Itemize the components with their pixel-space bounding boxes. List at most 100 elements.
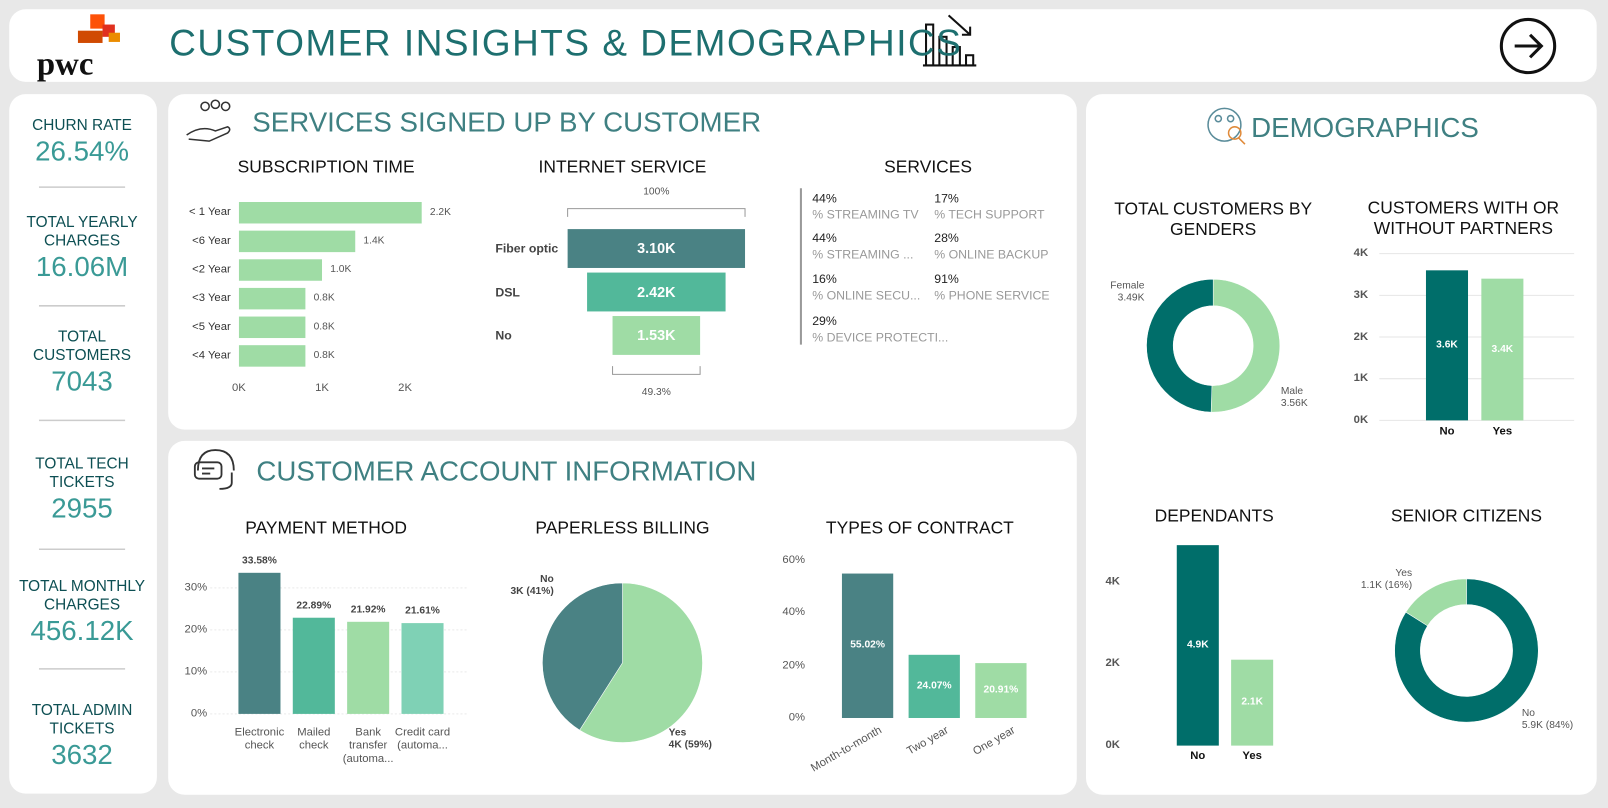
card-value: 29%: [812, 313, 837, 329]
bar: [1176, 545, 1219, 746]
bar: [238, 316, 306, 339]
kpi-label: TOTAL CUSTOMERS: [33, 328, 132, 365]
icon-part: [1207, 107, 1242, 142]
logo-text: pwc: [36, 44, 94, 82]
bar: [1231, 659, 1274, 746]
x-tick-label: Credit card (automa...: [394, 726, 451, 752]
chart-title: PAPERLESS BILLING: [535, 518, 710, 538]
slice-value: 3.49K: [1117, 292, 1145, 304]
y-tick-label: 4K: [1353, 246, 1369, 260]
bar: [841, 573, 894, 718]
chart-title: TYPES OF CONTRACT: [825, 518, 1014, 538]
card-value: 17%: [934, 191, 959, 206]
bar: [238, 201, 422, 224]
data-label: 2.1K: [1241, 696, 1263, 708]
slice-value: 1.1K (16%): [1360, 579, 1413, 592]
icon-part: [200, 101, 210, 112]
data-label: 21.61%: [405, 605, 440, 617]
y-tick-label: 2K: [1353, 330, 1369, 343]
funnel-bar: [567, 229, 746, 268]
card-label: % ONLINE BACKUP: [934, 247, 1049, 262]
bar: [908, 654, 960, 718]
funnel-bar: [587, 272, 726, 312]
pie-slice: [579, 582, 703, 743]
data-label: 3.4K: [1491, 343, 1514, 355]
icon-part: [1238, 137, 1246, 145]
card-value: 91%: [934, 271, 959, 287]
kpi-value: 2955: [51, 492, 113, 524]
kpi-label: TOTAL MONTHLY CHARGES: [19, 577, 145, 614]
chart-title: CUSTOMERS WITH OR WITHOUT PARTNERS: [1367, 198, 1560, 239]
card-title: SERVICES: [884, 157, 973, 177]
slice-label: Yes: [668, 727, 687, 739]
x-tick-label: Electronic check: [234, 726, 285, 752]
bar: [238, 230, 356, 253]
icon-part: [202, 467, 233, 490]
section-title: CUSTOMER ACCOUNT INFORMATION: [256, 455, 757, 487]
slice-value: 4K (59%): [668, 739, 712, 751]
kpi-label: TOTAL ADMIN TICKETS: [31, 701, 133, 738]
icon-bar: [951, 46, 961, 67]
card-label: % ONLINE SECU...: [812, 288, 921, 303]
bar: [238, 345, 306, 367]
card-value: 16%: [812, 271, 837, 287]
pie-slice: [1146, 278, 1214, 413]
demographics-icon: [1207, 107, 1246, 145]
data-label: 4.9K: [1186, 639, 1209, 651]
header-panel: [9, 9, 1597, 82]
chart-title: INTERNET SERVICE: [538, 157, 707, 177]
icon-bar: [925, 23, 935, 67]
funnel-top-label: 100%: [643, 186, 670, 198]
slice-value: 3K (41%): [510, 586, 554, 598]
y-tick-label: 60%: [782, 553, 806, 567]
card-label: % PHONE SERVICE: [934, 288, 1050, 303]
next-button[interactable]: [1499, 17, 1557, 75]
icon-bar: [938, 35, 948, 67]
account-icon: [193, 449, 235, 490]
data-label: 2.42K: [637, 283, 676, 300]
section-title: SERVICES SIGNED UP BY CUSTOMER: [252, 107, 762, 138]
data-label: 0.8K: [313, 349, 335, 362]
y-tick-label: 0%: [788, 711, 806, 724]
logo-block: [90, 14, 105, 29]
x-tick-label: 2K: [398, 381, 412, 395]
kpi-value: 3632: [51, 739, 113, 770]
slice-value: 3.56K: [1280, 397, 1308, 410]
pie-slice: [542, 582, 623, 731]
icon-part: [1226, 114, 1235, 123]
funnel-bracket: [567, 208, 746, 217]
data-label: 2.2K: [429, 206, 451, 218]
button-arrow[interactable]: [1514, 33, 1544, 59]
x-tick-label: Bank transfer (automa...: [342, 726, 394, 766]
bar: [401, 623, 444, 714]
data-label: 1.53K: [637, 326, 676, 344]
x-tick-label: Yes: [1492, 425, 1513, 438]
y-tick-label: 10%: [184, 665, 208, 678]
x-tick-label: 1K: [315, 381, 329, 395]
card-label: % DEVICE PROTECTI...: [812, 330, 949, 345]
x-tick-label: 0K: [232, 381, 246, 395]
kpi-label: TOTAL YEARLY CHARGES: [26, 213, 138, 250]
data-label: 0.8K: [313, 292, 335, 304]
data-label: 3.10K: [637, 239, 676, 257]
funnel-bottom-label: 49.3%: [641, 386, 671, 398]
data-label: 1.0K: [330, 263, 352, 276]
slice-label: Yes: [1395, 567, 1413, 579]
logo-block: [77, 30, 103, 43]
icon-arrow: [947, 14, 972, 36]
category-label: No: [495, 328, 512, 343]
y-tick-label: 0K: [1353, 413, 1369, 426]
y-tick-label: <5 Year: [192, 320, 231, 333]
data-label: 0.8K: [313, 321, 335, 333]
y-tick-label: 20%: [184, 623, 208, 636]
category-label: DSL: [495, 284, 520, 299]
y-tick-label: 40%: [782, 606, 806, 619]
pie-slice: [1394, 578, 1539, 723]
data-label: 21.92%: [350, 604, 386, 616]
slice-value: 5.9K (84%): [1521, 720, 1574, 732]
y-tick-label: 3K: [1353, 288, 1369, 301]
data-label: 55.02%: [850, 639, 885, 651]
card-label: % TECH SUPPORT: [934, 207, 1045, 222]
kpi-value: 26.54%: [35, 135, 129, 167]
